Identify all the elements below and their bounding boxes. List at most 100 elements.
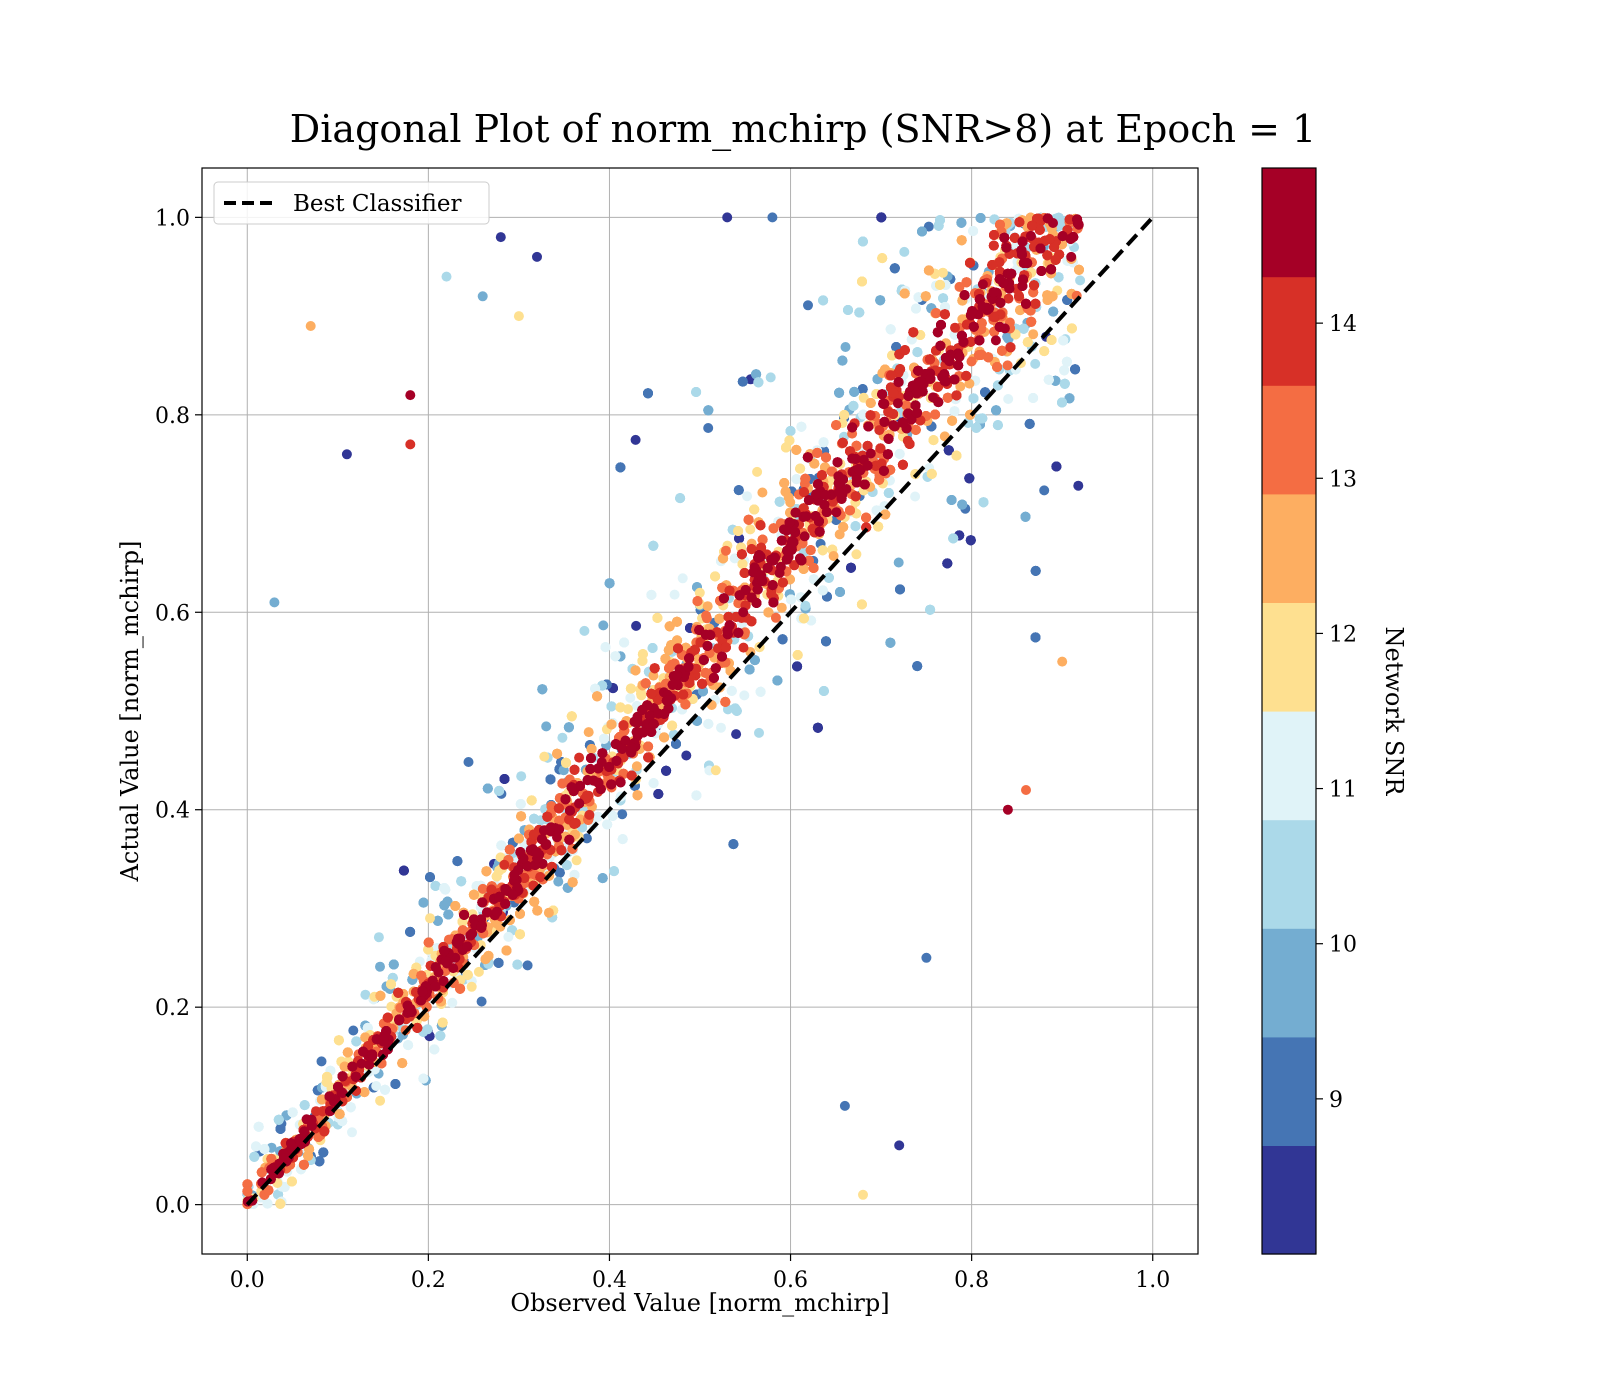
scatter-point xyxy=(857,276,867,287)
scatter-point xyxy=(632,790,643,801)
scatter-point xyxy=(681,750,692,761)
scatter-point xyxy=(275,1123,286,1134)
scatter-point xyxy=(269,597,280,608)
scatter-point xyxy=(805,545,816,556)
scatter-point xyxy=(625,683,636,694)
scatter-point xyxy=(946,495,957,505)
scatter-point xyxy=(405,926,416,937)
scatter-point xyxy=(733,485,744,496)
scatter-point xyxy=(483,950,494,961)
scatter-point xyxy=(425,872,435,883)
scatter-point xyxy=(1030,632,1041,643)
scatter-point xyxy=(625,692,636,703)
scatter-point xyxy=(800,600,811,611)
scatter-point xyxy=(1074,264,1084,275)
scatter-point xyxy=(965,535,976,546)
scatter-point xyxy=(1047,291,1058,302)
scatter-point xyxy=(857,384,868,395)
scatter-point xyxy=(823,572,834,583)
scatter-point xyxy=(795,463,806,474)
scatter-point xyxy=(720,696,731,707)
scatter-point xyxy=(848,400,859,411)
scatter-point xyxy=(375,990,386,1001)
scatter-point xyxy=(796,421,807,432)
scatter-point xyxy=(359,1087,370,1098)
scatter-point xyxy=(643,388,653,399)
scatter-point xyxy=(373,932,384,943)
scatter-point xyxy=(1051,461,1062,472)
scatter-point xyxy=(739,690,750,701)
scatter-point xyxy=(931,308,942,319)
scatter-point xyxy=(838,522,849,532)
scatter-point xyxy=(691,790,702,801)
scatter-point xyxy=(845,505,855,516)
scatter-point xyxy=(557,732,568,743)
scatter-point xyxy=(912,347,923,358)
scatter-point xyxy=(885,637,896,648)
scatter-point xyxy=(482,783,493,794)
scatter-point xyxy=(821,452,831,463)
scatter-point xyxy=(781,442,791,453)
scatter-point xyxy=(390,1079,401,1089)
scatter-point xyxy=(647,643,658,653)
scatter-point xyxy=(917,226,927,237)
scatter-point xyxy=(636,690,647,701)
scatter-point xyxy=(899,288,910,299)
scatter-point xyxy=(552,748,563,759)
scatter-point xyxy=(792,661,803,672)
scatter-point xyxy=(817,585,828,596)
scatter-point xyxy=(375,1095,386,1106)
scatter-point xyxy=(883,488,894,498)
scatter-point xyxy=(977,413,988,424)
scatter-point xyxy=(757,487,768,498)
scatter-point xyxy=(341,449,352,460)
scatter-point xyxy=(386,979,396,990)
scatter-point xyxy=(857,236,868,247)
scatter-point xyxy=(899,246,910,257)
scatter-point xyxy=(675,493,686,504)
scatter-point xyxy=(1018,323,1029,334)
scatter-point xyxy=(1061,356,1072,367)
scatter-point xyxy=(1058,335,1069,346)
scatter-point xyxy=(253,1121,264,1132)
scatter-point xyxy=(949,406,960,417)
scatter-point xyxy=(777,634,788,645)
scatter-point xyxy=(910,424,921,435)
scatter-point xyxy=(889,263,900,274)
scatter-point xyxy=(637,655,648,666)
scatter-point xyxy=(299,1100,310,1111)
scatter-point xyxy=(791,444,802,455)
scatter-point xyxy=(462,969,473,980)
scatter-point xyxy=(798,613,809,624)
scatter-point xyxy=(545,774,556,785)
chart-title: Diagonal Plot of norm_mchirp (SNR>8) at … xyxy=(290,107,1316,152)
scatter-point xyxy=(581,833,592,844)
scatter-point xyxy=(342,1047,353,1058)
scatter-points xyxy=(242,212,1086,1210)
scatter-point xyxy=(910,491,921,502)
scatter-point xyxy=(703,423,714,433)
scatter-point xyxy=(1039,346,1050,357)
scatter-point xyxy=(286,1176,297,1187)
scatter-point xyxy=(526,795,537,806)
scatter-point xyxy=(928,435,939,446)
scatter-point xyxy=(925,604,936,615)
scatter-point xyxy=(371,1081,382,1091)
scatter-point xyxy=(956,235,967,246)
scatter-point xyxy=(515,929,525,940)
scatter-point xyxy=(798,564,809,574)
scatter-point xyxy=(737,376,748,387)
scatter-point xyxy=(728,839,739,850)
scatter-point xyxy=(463,757,474,767)
scatter-point xyxy=(468,889,479,900)
scatter-point xyxy=(1028,329,1039,340)
scatter-point xyxy=(515,799,526,809)
scatter-point xyxy=(821,636,831,647)
scatter-point xyxy=(1048,306,1059,317)
scatter-point xyxy=(839,1100,850,1111)
scatter-point xyxy=(1003,394,1014,404)
scatter-point xyxy=(499,774,510,784)
scatter-point xyxy=(537,684,548,695)
scatter-point xyxy=(742,491,753,502)
scatter-point xyxy=(1057,656,1068,667)
